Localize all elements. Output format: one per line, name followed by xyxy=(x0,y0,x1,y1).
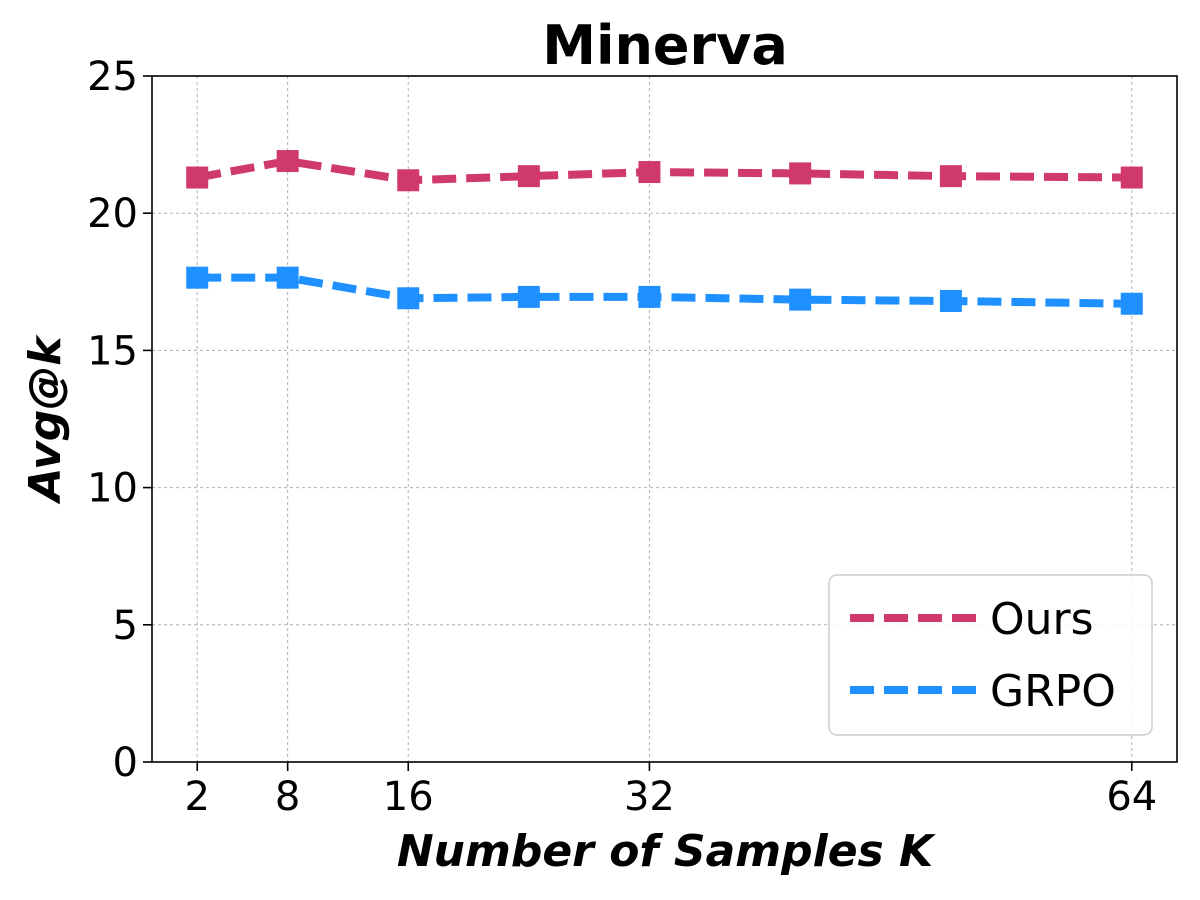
data-point-grpo xyxy=(397,287,420,310)
y-tick-label: 20 xyxy=(87,191,138,237)
data-point-ours xyxy=(397,169,420,192)
data-point-grpo xyxy=(638,285,661,308)
data-point-grpo xyxy=(789,288,812,311)
plot-frame xyxy=(151,75,1178,763)
data-point-grpo xyxy=(276,266,299,289)
data-point-grpo xyxy=(939,290,962,313)
data-point-grpo xyxy=(1120,292,1143,315)
y-tick-label: 25 xyxy=(87,54,138,100)
x-axis-label: Number of Samples K xyxy=(397,826,936,877)
y-tick-label: 5 xyxy=(113,603,138,649)
data-point-ours xyxy=(789,162,812,185)
legend-box xyxy=(828,574,1153,736)
data-point-ours xyxy=(939,165,962,188)
x-tick-label: 16 xyxy=(383,774,434,820)
legend-item-ours: Ours xyxy=(850,594,1094,645)
chart-title: Minerva xyxy=(542,14,788,77)
x-axis-ticks: 2 8 16 32 64 xyxy=(184,762,1157,820)
legend-item-grpo: GRPO xyxy=(850,666,1116,717)
series-line-grpo xyxy=(197,273,1132,308)
data-point-ours xyxy=(517,165,540,188)
legend: Ours GRPO xyxy=(828,574,1153,736)
data-point-grpo xyxy=(186,266,209,289)
series-grpo xyxy=(186,266,1143,315)
data-point-ours xyxy=(638,161,661,184)
data-point-ours xyxy=(1120,166,1143,189)
series-line-ours xyxy=(196,157,1132,185)
series-layer xyxy=(186,150,1143,315)
y-tick-label: 10 xyxy=(87,466,138,512)
data-point-ours xyxy=(276,150,299,173)
x-tick-label: 64 xyxy=(1106,774,1157,820)
x-tick-label: 8 xyxy=(275,774,300,820)
y-tick-label: 15 xyxy=(87,328,138,374)
y-axis-label: Avg@k xyxy=(20,334,71,505)
data-point-ours xyxy=(186,166,209,189)
x-tick-label: 32 xyxy=(624,774,675,820)
x-tick-label: 2 xyxy=(184,774,209,820)
y-tick-label: 0 xyxy=(113,740,138,786)
legend-label: Ours xyxy=(990,594,1094,645)
legend-label: GRPO xyxy=(990,666,1116,717)
series-ours xyxy=(186,150,1143,192)
y-axis-ticks: 0 5 10 15 20 25 xyxy=(87,54,152,786)
data-point-grpo xyxy=(517,285,540,308)
